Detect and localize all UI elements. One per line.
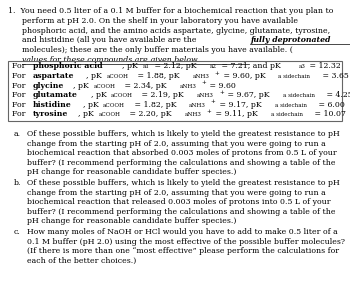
Text: = 9.11, pK: = 9.11, pK: [213, 110, 258, 118]
Text: values for these compounds are given below: values for these compounds are given bel…: [22, 56, 198, 64]
Text: a sidechain: a sidechain: [278, 74, 310, 79]
Text: = 10.07: = 10.07: [312, 110, 346, 118]
Text: aNH3: aNH3: [180, 84, 196, 88]
Text: = 1.82, pK: = 1.82, pK: [132, 101, 176, 109]
Text: glutamate: glutamate: [33, 91, 77, 99]
Text: , pK: , pK: [86, 72, 102, 80]
Text: tyrosine: tyrosine: [33, 110, 68, 118]
Text: For: For: [12, 82, 28, 90]
Text: biochemical reaction that released 0.003 moles of protons into 0.5 L of your: biochemical reaction that released 0.003…: [27, 198, 331, 206]
Text: a1: a1: [143, 64, 150, 70]
Text: Of these possible buffers, which is likely to yield the greatest resistance to p: Of these possible buffers, which is like…: [27, 179, 340, 187]
Text: = 2.34, pK: = 2.34, pK: [122, 82, 167, 90]
Text: +: +: [211, 99, 216, 104]
Text: glycine: glycine: [33, 82, 64, 90]
Text: biochemical reaction that absorbed 0.003 moles of protons from 0.5 L of your: biochemical reaction that absorbed 0.003…: [27, 149, 337, 157]
Text: = 9.67, pK: = 9.67, pK: [225, 91, 270, 99]
Text: = 9.17, pK: = 9.17, pK: [217, 101, 262, 109]
Text: pH change for reasonable candidate buffer species.): pH change for reasonable candidate buffe…: [27, 168, 236, 176]
FancyBboxPatch shape: [8, 61, 342, 120]
Text: molecules); these are the only buffer materials you have available. (: molecules); these are the only buffer ma…: [22, 46, 293, 54]
Text: c.: c.: [14, 228, 21, 236]
Text: change from the starting pH of 2.0, assuming that you were going to run a: change from the starting pH of 2.0, assu…: [27, 140, 326, 148]
Text: b.: b.: [14, 179, 21, 187]
Text: fully deprotonated: fully deprotonated: [250, 36, 331, 45]
Text: a.: a.: [14, 130, 21, 138]
Text: a2: a2: [210, 64, 217, 70]
Text: 1.  You need 0.5 liter of a 0.1 M buffer for a biochemical reaction that you pla: 1. You need 0.5 liter of a 0.1 M buffer …: [8, 7, 333, 15]
Text: a3: a3: [299, 64, 305, 70]
Text: (If there is more than one “most effective” please perform the calculations for: (If there is more than one “most effecti…: [27, 247, 339, 255]
Text: change from the starting pH of 2.0, assuming that you were going to run a: change from the starting pH of 2.0, assu…: [27, 189, 326, 197]
Text: aCOOH: aCOOH: [111, 93, 133, 98]
Text: , pK: , pK: [73, 82, 89, 90]
Text: +: +: [215, 70, 219, 76]
Text: = 9.60, pK: = 9.60, pK: [220, 72, 265, 80]
Text: a sidechain: a sidechain: [275, 103, 307, 108]
Text: Of these possible buffers, which is likely to yield the greatest resistance to p: Of these possible buffers, which is like…: [27, 130, 340, 138]
Text: aCOOH: aCOOH: [93, 84, 116, 88]
Text: +: +: [201, 80, 206, 85]
Text: aCOOH: aCOOH: [99, 112, 121, 117]
Text: buffer? (I recommend performing the calculations and showing a table of the: buffer? (I recommend performing the calc…: [27, 208, 336, 216]
Text: = 12.32: = 12.32: [307, 62, 341, 70]
Text: phosphoric acid, and the amino acids aspartate, glycine, glutamate, tyrosine,: phosphoric acid, and the amino acids asp…: [22, 26, 330, 35]
Text: a sidechain: a sidechain: [283, 93, 315, 98]
Text: = 3.65: = 3.65: [320, 72, 348, 80]
Text: How many moles of NaOH or HCl would you have to add to make 0.5 liter of a: How many moles of NaOH or HCl would you …: [27, 228, 338, 236]
Text: = 7.21, and pK: = 7.21, and pK: [219, 62, 280, 70]
Text: , pK: , pK: [122, 62, 138, 70]
Text: 0.1 M buffer (pH 2.0) using the most effective of the possible buffer molecules?: 0.1 M buffer (pH 2.0) using the most eff…: [27, 238, 345, 246]
Text: aNH3: aNH3: [193, 74, 210, 79]
Text: histidine: histidine: [33, 101, 71, 109]
Text: aCOOH: aCOOH: [103, 103, 125, 108]
Text: and histidine (all you have available are the: and histidine (all you have available ar…: [22, 36, 199, 45]
Text: aNH3: aNH3: [197, 93, 214, 98]
Text: = 1.88, pK: = 1.88, pK: [135, 72, 180, 80]
Text: For: For: [12, 62, 28, 70]
Text: = 4.25: = 4.25: [324, 91, 350, 99]
Text: phosphoric acid: phosphoric acid: [33, 62, 102, 70]
Text: +: +: [206, 109, 211, 114]
Text: +: +: [219, 90, 224, 95]
Text: aCOOH: aCOOH: [107, 74, 129, 79]
Text: buffer? (I recommend performing the calculations and showing a table of the: buffer? (I recommend performing the calc…: [27, 159, 336, 167]
Text: perform at pH 2.0. On the shelf in your laboratory you have available: perform at pH 2.0. On the shelf in your …: [22, 17, 298, 25]
Text: = 9.60: = 9.60: [208, 82, 236, 90]
Text: For: For: [12, 72, 28, 80]
Text: = 2.20, pK: = 2.20, pK: [127, 110, 172, 118]
Text: , pK: , pK: [78, 110, 94, 118]
Text: aspartate: aspartate: [33, 72, 74, 80]
Text: pH change for reasonable candidate buffer species.): pH change for reasonable candidate buffe…: [27, 217, 236, 225]
Text: .: .: [248, 56, 251, 64]
Text: aNH3: aNH3: [185, 112, 202, 117]
Text: = 2.19, pK: = 2.19, pK: [139, 91, 184, 99]
Text: = 6.00: = 6.00: [316, 101, 345, 109]
Text: = 2.12, pK: = 2.12, pK: [152, 62, 197, 70]
Text: , pK: , pK: [83, 101, 98, 109]
Text: For: For: [12, 110, 28, 118]
Text: a sidechain: a sidechain: [271, 112, 302, 117]
Text: , pK: , pK: [91, 91, 106, 99]
Text: each of the better choices.): each of the better choices.): [27, 257, 136, 265]
Text: For: For: [12, 101, 28, 109]
Text: For: For: [12, 91, 28, 99]
Text: aNH3: aNH3: [189, 103, 206, 108]
